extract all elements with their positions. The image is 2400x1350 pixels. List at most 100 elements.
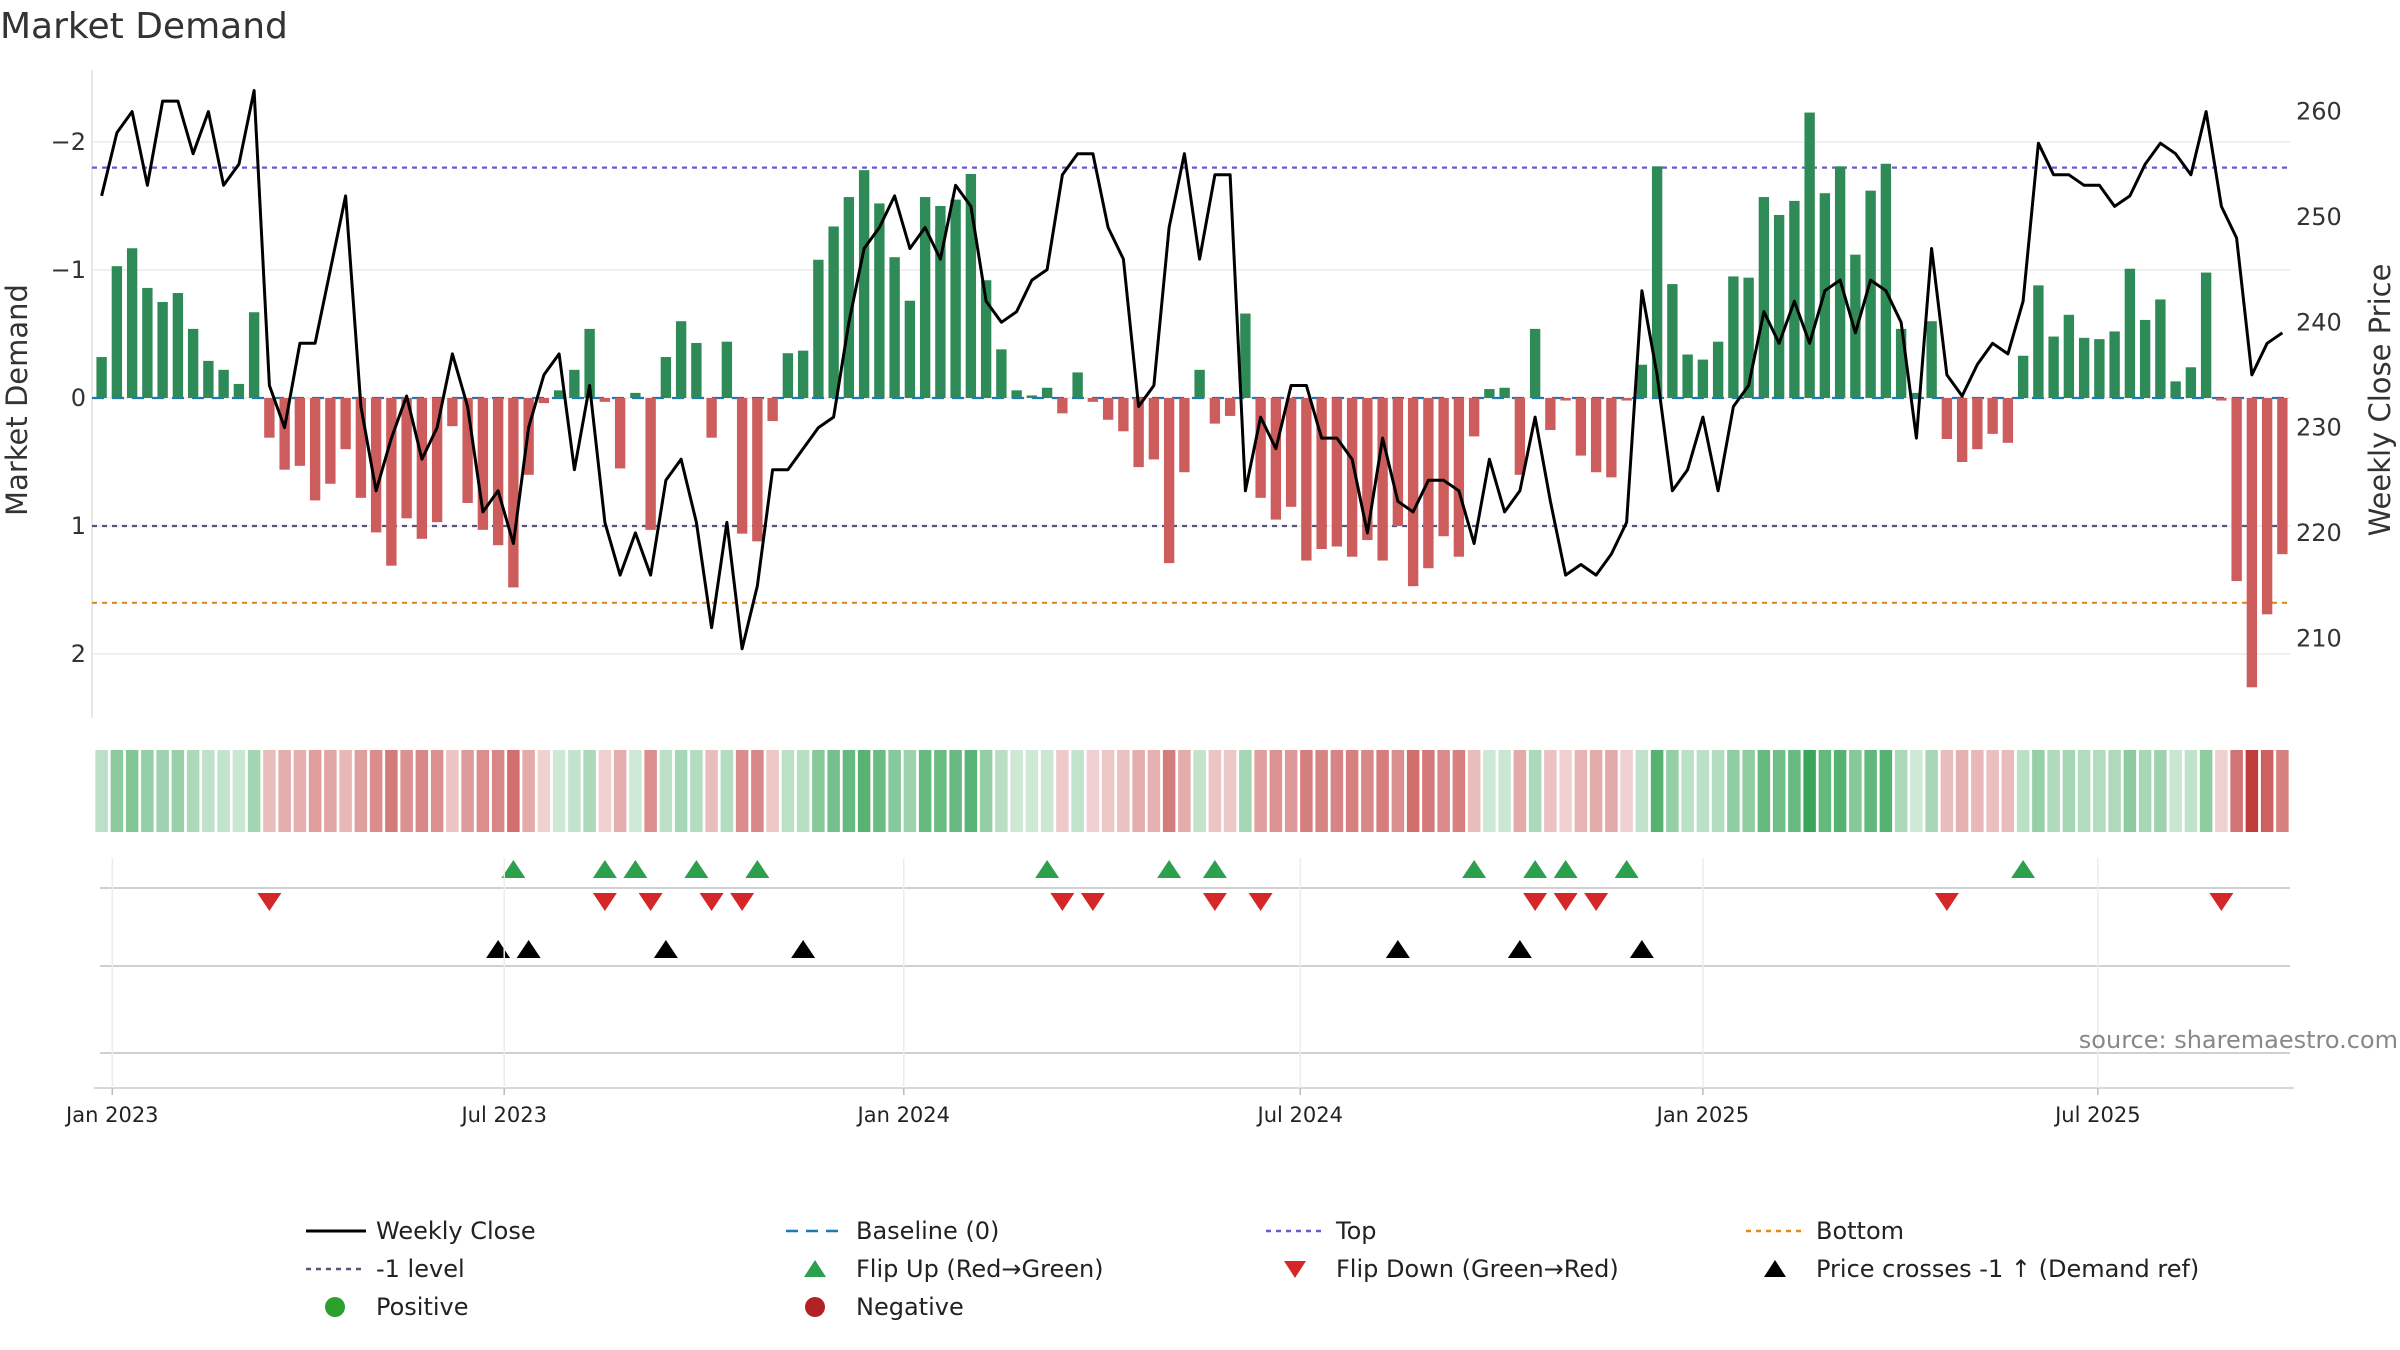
legend-item: Baseline (0) bbox=[780, 1212, 999, 1250]
demand-bar-positive bbox=[1026, 395, 1038, 398]
price-cross-marker bbox=[516, 940, 541, 958]
demand-bar-positive bbox=[111, 266, 123, 398]
heat-cell bbox=[141, 750, 154, 832]
demand-bar-negative bbox=[2277, 398, 2288, 555]
heat-cell bbox=[1803, 750, 1816, 832]
y-tick-label: 1 bbox=[71, 512, 86, 540]
heat-cell bbox=[1010, 750, 1023, 832]
demand-bar-positive bbox=[904, 300, 916, 398]
demand-bar-negative bbox=[279, 398, 290, 470]
heat-cell bbox=[1742, 750, 1755, 832]
legend-label: Price crosses -1 ↑ (Demand ref) bbox=[1816, 1255, 2200, 1283]
demand-bar-positive bbox=[1895, 328, 1907, 398]
event-markers bbox=[100, 860, 2290, 1054]
demand-bar-positive bbox=[630, 392, 641, 398]
heat-cell bbox=[659, 750, 673, 832]
heat-cell bbox=[2184, 750, 2198, 832]
heat-cell bbox=[705, 750, 718, 832]
demand-bar-negative bbox=[1163, 398, 1175, 564]
demand-bar-negative bbox=[1270, 398, 1282, 520]
heat-cell bbox=[156, 750, 169, 832]
demand-bar-positive bbox=[1697, 359, 1709, 398]
heat-cell bbox=[1345, 750, 1359, 832]
demand-bar-positive bbox=[675, 321, 687, 398]
y-tick-label: 2 bbox=[71, 640, 86, 668]
demand-bar-negative bbox=[294, 398, 306, 466]
flip-up-marker bbox=[592, 860, 617, 878]
demand-bar-positive bbox=[2124, 268, 2136, 398]
heat-cell bbox=[857, 750, 871, 832]
heat-cell bbox=[1788, 750, 1801, 832]
demand-bar-negative bbox=[706, 398, 717, 438]
demand-bar-positive bbox=[1850, 254, 1861, 398]
demand-bar-negative bbox=[1468, 398, 1480, 437]
heat-cell bbox=[263, 750, 276, 832]
heat-cell bbox=[934, 750, 947, 832]
heat-cell bbox=[1025, 750, 1039, 832]
demand-bar-positive bbox=[172, 293, 184, 398]
demand-bar-negative bbox=[1560, 398, 1571, 401]
heat-cell bbox=[278, 750, 291, 832]
heat-cell bbox=[674, 750, 688, 832]
heat-cell bbox=[2093, 750, 2106, 832]
heat-cell bbox=[415, 750, 429, 832]
heat-cell bbox=[369, 750, 383, 832]
demand-bar-positive bbox=[1011, 390, 1022, 398]
heat-cell bbox=[1772, 750, 1786, 832]
heat-cell bbox=[903, 750, 917, 832]
demand-bar-negative bbox=[1148, 398, 1160, 460]
demand-bar-negative bbox=[508, 398, 519, 588]
legend-label: Weekly Close bbox=[376, 1217, 536, 1245]
heat-cell bbox=[202, 750, 215, 832]
heat-cell bbox=[1498, 750, 1511, 832]
flip-up-marker bbox=[1553, 860, 1578, 878]
heat-cell bbox=[1162, 750, 1176, 832]
heat-cell bbox=[918, 750, 932, 832]
heat-cell bbox=[1483, 750, 1496, 832]
heat-cell bbox=[2169, 750, 2182, 832]
heat-cell bbox=[842, 750, 856, 832]
demand-bar-positive bbox=[996, 349, 1007, 398]
demand-bar-positive bbox=[584, 328, 595, 398]
demand-bar-positive bbox=[126, 248, 138, 398]
legend-item: Flip Down (Green→Red) bbox=[1260, 1250, 1619, 1288]
demand-bar-positive bbox=[1484, 389, 1495, 398]
heat-cell bbox=[537, 750, 551, 832]
heat-cell bbox=[1864, 750, 1877, 832]
flip-up-marker bbox=[2011, 860, 2036, 878]
heat-cell bbox=[1559, 750, 1572, 832]
demand-bar-positive bbox=[935, 206, 946, 398]
heat-cell bbox=[110, 750, 124, 832]
heat-cell bbox=[552, 750, 566, 832]
heat-cell bbox=[1208, 750, 1222, 832]
heat-cell bbox=[1300, 750, 1313, 832]
heat-cell bbox=[1879, 750, 1893, 832]
heat-cell bbox=[2138, 750, 2152, 832]
demand-bar-positive bbox=[1041, 387, 1053, 398]
legend-label: Positive bbox=[376, 1293, 469, 1321]
demand-bar-negative bbox=[614, 398, 626, 469]
legend-label: Baseline (0) bbox=[856, 1217, 1000, 1245]
heat-cell bbox=[232, 750, 246, 832]
heat-cell bbox=[476, 750, 490, 832]
legend-item: Weekly Close bbox=[300, 1212, 536, 1250]
demand-bar-positive bbox=[157, 302, 168, 398]
demand-bar-negative bbox=[1453, 398, 1465, 557]
demand-bar-positive bbox=[1789, 200, 1800, 398]
heat-cell bbox=[2001, 750, 2015, 832]
heat-cell bbox=[812, 750, 825, 832]
heat-cell bbox=[1666, 750, 1679, 832]
demand-bar-negative bbox=[1956, 398, 1968, 462]
heat-cell bbox=[1330, 750, 1344, 832]
demand-bar-negative bbox=[599, 398, 611, 402]
heat-cell bbox=[949, 750, 962, 832]
heat-cell bbox=[354, 750, 368, 832]
heat-cell bbox=[95, 750, 108, 832]
heat-cell bbox=[781, 750, 795, 832]
demand-bar-negative bbox=[1118, 398, 1129, 432]
demand-bar-positive bbox=[2033, 285, 2044, 398]
flip-down-marker bbox=[1934, 893, 1959, 911]
flip-down-marker bbox=[1050, 893, 1075, 911]
y2-tick-label: 210 bbox=[2296, 624, 2342, 652]
